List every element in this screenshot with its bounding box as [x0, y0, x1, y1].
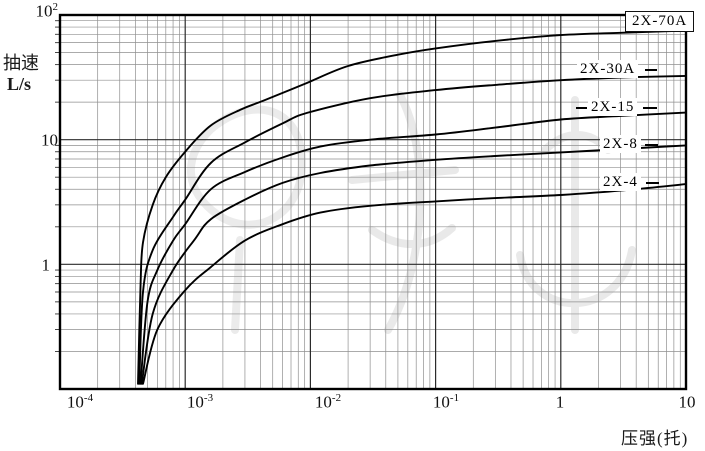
x-tick-10: 10: [678, 392, 696, 412]
curve-2x-8: [140, 144, 687, 385]
curve-label-2x-15: 2X-15: [588, 98, 638, 116]
plot-border: [58, 13, 688, 391]
x-tick-1e-2: 10-2: [314, 392, 342, 412]
x-tick-1e-4: 10-4: [66, 392, 94, 412]
curve-2x-15: [139, 111, 687, 385]
curve-2x-4: [142, 183, 687, 385]
watermark: [186, 105, 307, 334]
y-tick-10: 10: [41, 130, 58, 150]
curve-label-2x-30a: 2X-30A: [577, 60, 639, 78]
x-tick-1e-1: 10-1: [432, 392, 460, 412]
leader-dash: [643, 107, 657, 109]
curve-2x-70a: [137, 29, 687, 385]
y-tick-100: 102: [35, 1, 59, 21]
curve-label-2x-8: 2X-8: [600, 135, 641, 153]
x-tick-1: 1: [555, 392, 565, 412]
curve-label-2x-4: 2X-4: [600, 173, 641, 191]
x-axis-title: 压强(托): [621, 429, 689, 448]
leader-dash: [645, 69, 657, 71]
y-axis-title-line1: 抽速: [3, 53, 39, 73]
x-tick-1e-3: 10-3: [186, 392, 214, 412]
watermark: [348, 91, 459, 334]
leader-dash: [576, 107, 587, 109]
y-tick-1: 1: [41, 255, 51, 275]
leader-dash: [646, 182, 659, 184]
leader-dash: [645, 144, 658, 146]
curve-2x-30a: [138, 74, 687, 385]
y-axis-title-line2: L/s: [7, 74, 32, 94]
curve-label-2x-70a: 2X-70A: [625, 11, 695, 32]
